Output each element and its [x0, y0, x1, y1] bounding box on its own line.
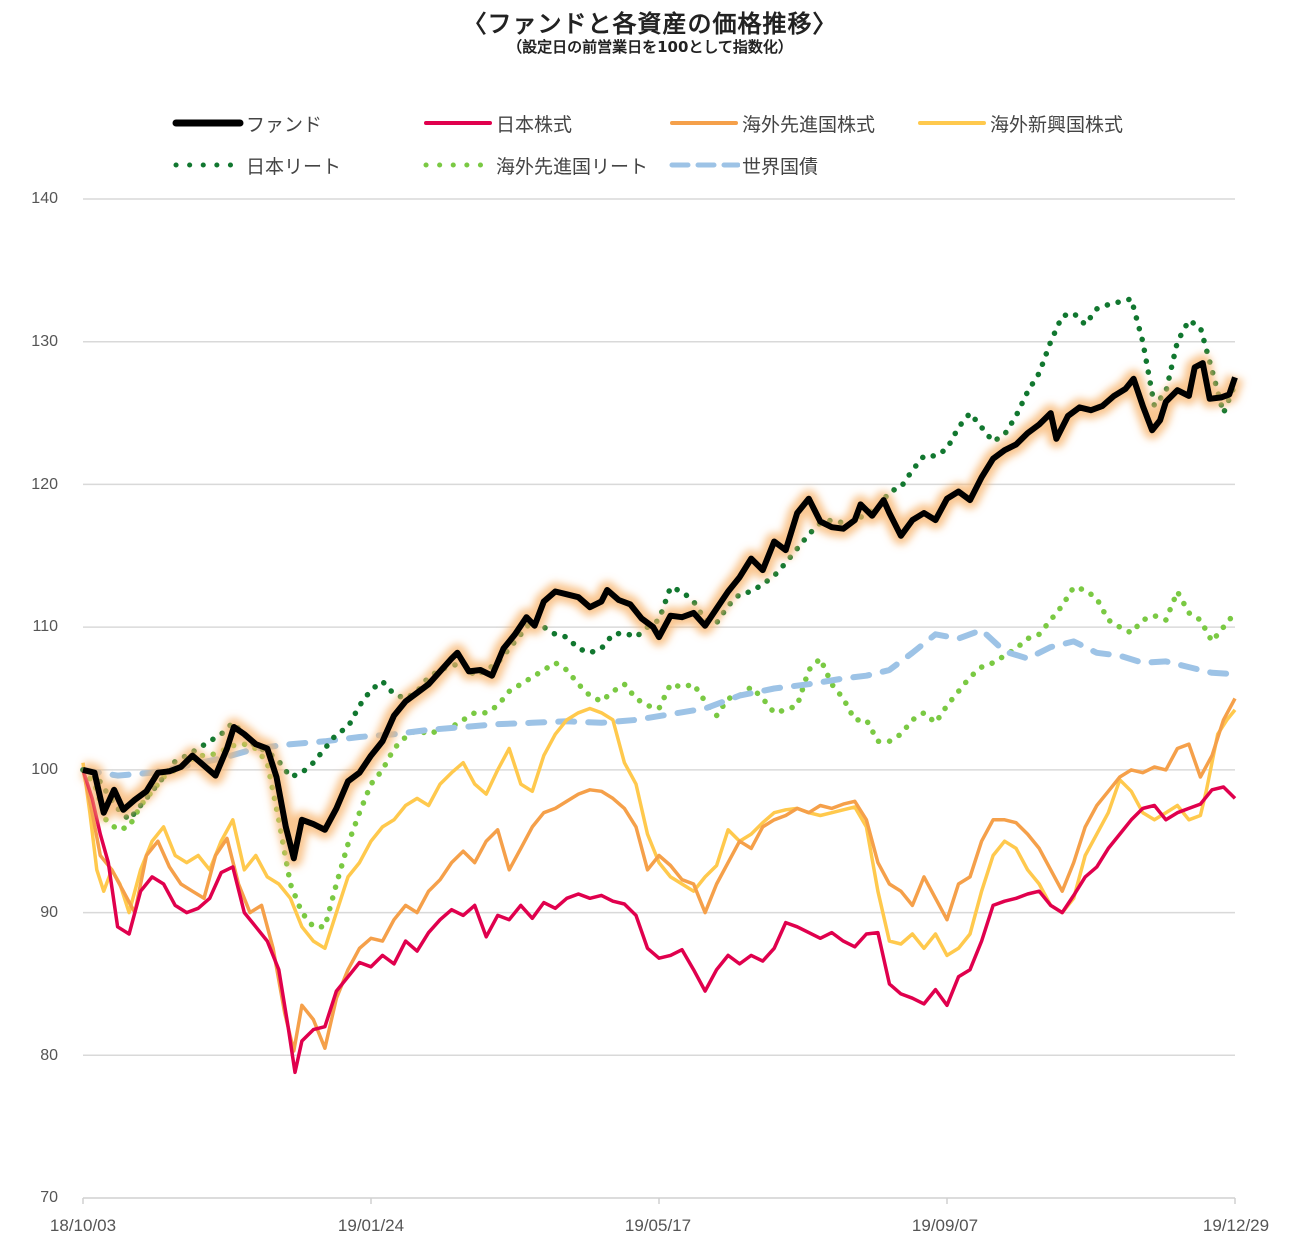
- legend-swatch-dotted-icon: [173, 162, 244, 168]
- x-axis: [82, 1197, 1236, 1204]
- series-group: [80, 296, 1244, 1075]
- x-tick-label: 19/05/17: [624, 1216, 692, 1235]
- x-tick-label: 19/09/07: [911, 1216, 979, 1235]
- chart-subtitle: （設定日の前営業日を100として指数化）: [507, 38, 793, 56]
- legend-swatch-solid-icon: [918, 121, 986, 125]
- x-tick-label: 19/12/29: [1202, 1216, 1270, 1235]
- legend-item-dev-reit: 海外先進国リート: [422, 152, 648, 178]
- series-line-jp-equity: [81, 769, 1237, 1075]
- legend-label: 日本リート: [246, 155, 342, 178]
- legend-item-fund: ファンド: [172, 110, 322, 136]
- legend-label: 海外先進国リート: [496, 155, 649, 178]
- legend-swatch-solid-icon: [424, 121, 492, 125]
- y-tick-100: 100: [31, 761, 58, 778]
- y-tick-110: 110: [32, 618, 58, 635]
- x-tick-label: 18/10/03: [49, 1216, 117, 1235]
- legend-label: ファンド: [246, 113, 323, 136]
- series-line-fund: [82, 360, 1238, 862]
- y-tick-80: 80: [40, 1047, 58, 1064]
- x-tick-label: 19/01/24: [337, 1216, 405, 1235]
- y-tick-120: 120: [31, 476, 58, 493]
- legend-label: 世界国債: [742, 155, 819, 178]
- legend-swatch-solid-icon: [670, 121, 738, 125]
- legend-item-jp-reit: 日本リート: [172, 152, 341, 178]
- legend-label: 海外新興国株式: [990, 113, 1124, 136]
- legend-swatch-solid-thick-icon: [172, 119, 244, 127]
- y-tick-70: 70: [40, 1189, 58, 1206]
- legend-label: 日本株式: [496, 113, 573, 136]
- legend: ファンド 日本株式 海外先進国株式 海外新興国株式 日本リート 海外先進国リート…: [0, 0, 1300, 190]
- legend-swatch-dotted-icon: [423, 162, 494, 168]
- legend-item-em-equity: 海外新興国株式: [916, 110, 1123, 136]
- y-tick-130: 130: [31, 333, 58, 350]
- fund-line-glow: [80, 354, 1244, 868]
- series-line-world-bond: [80, 627, 1238, 779]
- y-tick-140: 140: [31, 190, 58, 207]
- legend-item-world-bond: 世界国債: [668, 152, 818, 178]
- legend-item-dev-equity: 海外先進国株式: [668, 110, 875, 136]
- legend-swatch-dashed-icon: [669, 162, 740, 168]
- legend-label: 海外先進国株式: [742, 113, 876, 136]
- y-tick-90: 90: [40, 904, 58, 921]
- chart-title: 〈ファンドと各資産の価格推移〉: [462, 10, 838, 38]
- legend-item-jp-equity: 日本株式: [422, 110, 572, 136]
- series-line-dev-equity: [81, 697, 1237, 1053]
